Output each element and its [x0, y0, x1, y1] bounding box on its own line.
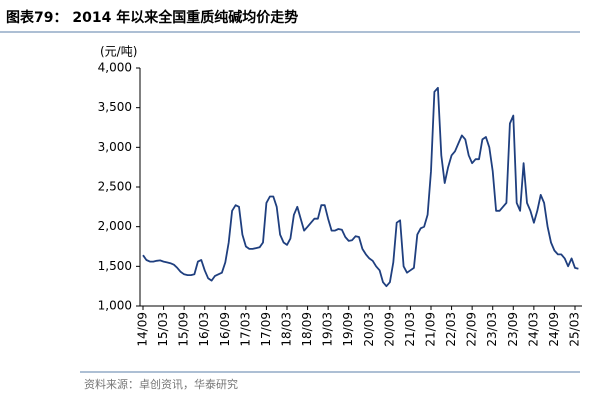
y-tick-label: 2,000 [98, 219, 132, 233]
x-tick-label: 20/09 [382, 312, 396, 347]
y-tick-label: 4,000 [98, 61, 132, 75]
x-tick-label: 25/03 [568, 312, 582, 347]
y-tick-label: 3,000 [98, 140, 132, 154]
price-line [142, 86, 579, 288]
x-tick-label: 16/03 [197, 312, 211, 347]
x-tick-label: 19/03 [321, 312, 335, 347]
source: 资料来源：卓创资讯，华泰研究 [84, 377, 238, 391]
x-tick-label: 22/09 [465, 312, 479, 347]
x-tick-label: 24/09 [547, 312, 561, 347]
x-tick-label: 17/09 [259, 312, 273, 347]
x-tick-label: 16/09 [218, 312, 232, 347]
x-tick-label: 18/03 [280, 312, 294, 347]
y-tick-label: 3,500 [98, 100, 132, 114]
y-axis-label: (元/吨) [100, 45, 137, 59]
y-tick-label: 1,500 [98, 259, 132, 273]
x-tick-label: 17/03 [238, 312, 252, 347]
x-tick-label: 23/03 [485, 312, 499, 347]
y-tick-label: 2,500 [98, 180, 132, 194]
x-tick-label: 20/03 [362, 312, 376, 347]
x-tick-label: 22/03 [444, 312, 458, 347]
y-tick-label: 1,000 [98, 299, 132, 313]
x-tick-label: 23/09 [506, 312, 520, 347]
x-tick-label: 24/03 [526, 312, 540, 347]
chart-title: 图表79： 2014 年以来全国重质纯碱均价走势 [6, 9, 298, 26]
x-tick-label: 15/03 [156, 312, 170, 347]
x-tick-label: 14/09 [136, 312, 150, 347]
x-tick-label: 21/03 [403, 312, 417, 347]
x-tick-label: 21/09 [424, 312, 438, 347]
x-tick-label: 15/09 [177, 312, 191, 347]
x-tick-label: 18/09 [300, 312, 314, 347]
x-tick-label: 19/09 [341, 312, 355, 347]
